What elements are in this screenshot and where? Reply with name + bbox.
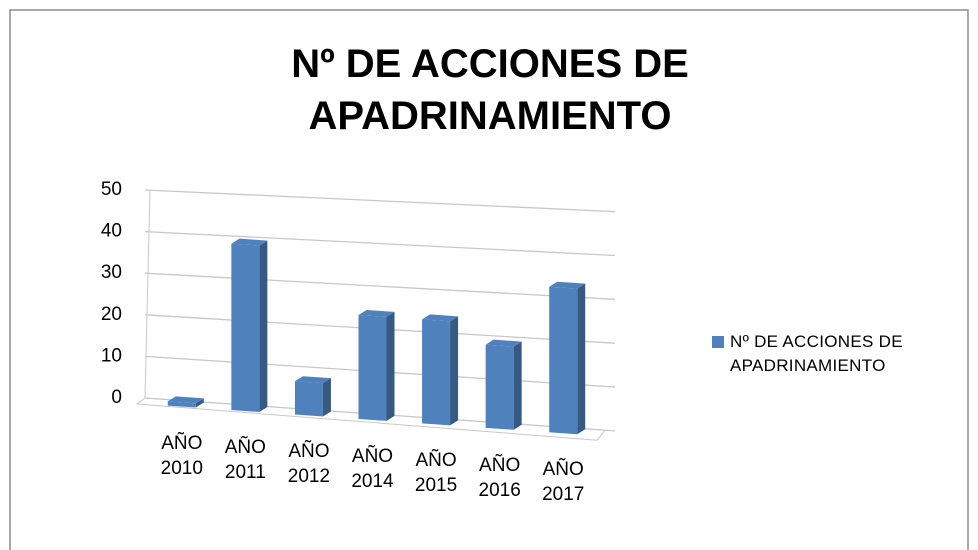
x-tick-label: AÑO 2017 bbox=[542, 459, 585, 506]
bar-side bbox=[195, 398, 204, 408]
x-tick-label: AÑO 2010 bbox=[160, 432, 203, 479]
bar bbox=[422, 314, 459, 426]
bar-side bbox=[577, 283, 586, 435]
wall-edge bbox=[144, 189, 151, 399]
y-tick-label: 30 bbox=[101, 262, 122, 283]
grid-line bbox=[144, 272, 616, 300]
bar-front bbox=[294, 381, 323, 417]
bar-top bbox=[422, 314, 459, 322]
x-tick-label: AÑO 2011 bbox=[224, 437, 266, 484]
bar-front bbox=[231, 243, 260, 413]
y-tick-label: 10 bbox=[101, 345, 122, 366]
chart-border bbox=[9, 9, 969, 550]
bar-side bbox=[450, 316, 459, 426]
bar-front bbox=[358, 314, 387, 421]
legend-swatch bbox=[712, 336, 724, 348]
grid-line bbox=[144, 230, 616, 257]
legend-label: Nº DE ACCIONES DE APADRINAMIENTO bbox=[730, 332, 903, 375]
y-tick-label: 0 bbox=[111, 387, 122, 408]
bar bbox=[549, 281, 586, 435]
bar-front bbox=[422, 319, 451, 426]
bar-side bbox=[386, 311, 395, 421]
bar-top bbox=[231, 238, 268, 246]
bar-front bbox=[167, 401, 196, 408]
bar-front bbox=[549, 286, 578, 435]
bar-side bbox=[259, 240, 268, 413]
chart-title: Nº DE ACCIONES DE APADRINAMIENTO bbox=[291, 42, 689, 138]
y-tick-label: 40 bbox=[101, 221, 122, 242]
bar-front bbox=[485, 344, 514, 430]
grid-line bbox=[144, 189, 616, 213]
bar-side bbox=[513, 341, 522, 430]
x-tick-label: AÑO 2012 bbox=[287, 441, 331, 488]
bar-top bbox=[167, 396, 204, 404]
x-tick-label: AÑO 2016 bbox=[478, 454, 521, 501]
bar bbox=[294, 376, 331, 417]
y-tick-label: 50 bbox=[101, 179, 122, 200]
bar-top bbox=[485, 339, 522, 347]
bar-top bbox=[358, 309, 395, 317]
x-tick-label: AÑO 2015 bbox=[414, 450, 458, 497]
bar-top bbox=[549, 281, 586, 289]
bar-side bbox=[322, 378, 331, 417]
legend: Nº DE ACCIONES DE APADRINAMIENTO bbox=[712, 330, 972, 378]
x-tick-label: AÑO 2014 bbox=[351, 445, 394, 492]
bar-top bbox=[294, 376, 331, 384]
bar bbox=[358, 309, 395, 421]
bar bbox=[485, 339, 522, 430]
bar bbox=[167, 396, 204, 408]
bar bbox=[231, 238, 268, 413]
y-tick-label: 20 bbox=[101, 304, 122, 325]
